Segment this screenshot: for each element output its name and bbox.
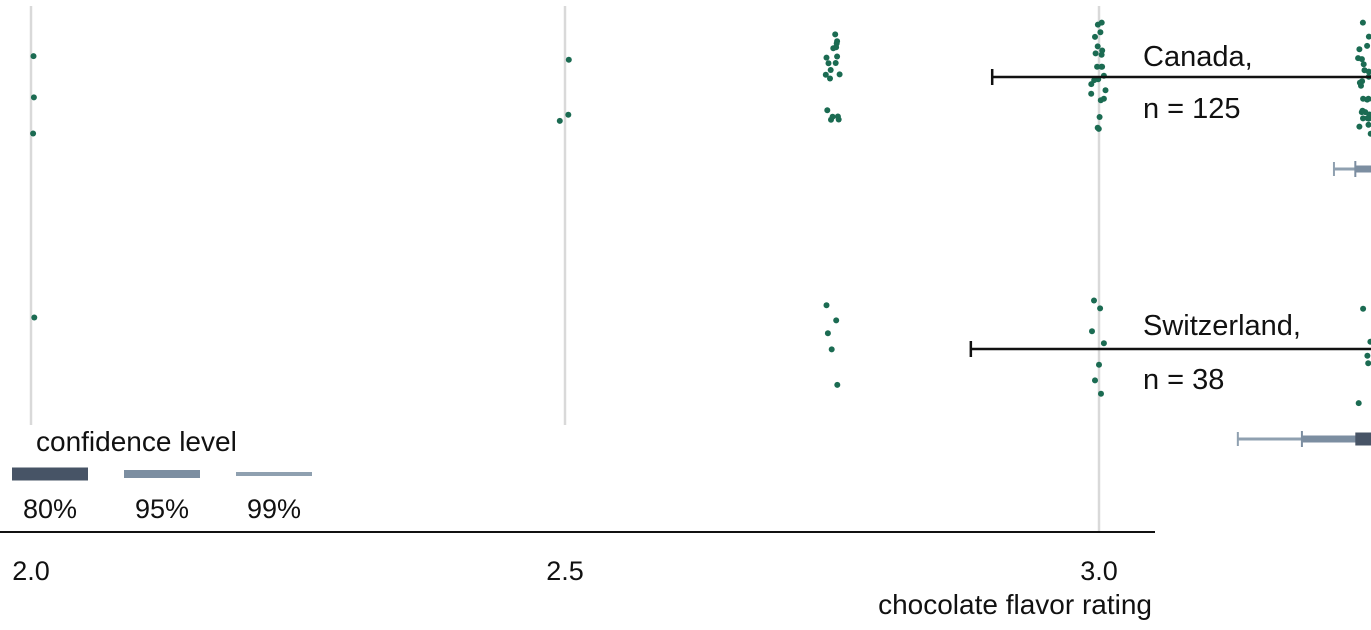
data-point-canada [565,111,572,118]
group-label-canada: Canada, [1143,41,1253,73]
data-point-canada [827,75,833,82]
data-point-canada [1367,130,1371,137]
data-point-switzerland [1367,338,1371,345]
data-point-canada [1092,33,1098,40]
data-point-canada [1356,46,1363,53]
legend-label-95: 95% [135,494,189,524]
data-point-canada [1096,114,1103,120]
data-point-canada [1364,115,1371,122]
data-point-canada [833,44,840,51]
data-point-switzerland [834,381,841,388]
data-point-canada [1360,95,1367,102]
data-point-switzerland [823,302,830,309]
data-point-switzerland [1360,305,1367,312]
data-point-switzerland [1091,297,1097,304]
data-point-canada [823,54,830,61]
data-point-canada [1098,19,1105,26]
group-n-canada: n = 125 [1143,93,1241,125]
data-point-canada [1360,61,1367,68]
data-point-switzerland [833,317,840,324]
legend: confidence level 80% 95% 99% [12,426,312,524]
data-point-canada [30,53,37,60]
data-point-canada [1358,109,1365,116]
data-point-canada [556,117,563,124]
data-point-canada [30,130,37,137]
data-point-switzerland [1096,361,1102,368]
data-point-canada [822,71,829,78]
data-point-canada [1358,56,1365,63]
data-point-canada [825,60,832,67]
data-point-canada [565,56,572,63]
data-point-canada [1364,42,1371,49]
data-point-canada [1360,115,1366,122]
data-point-canada [1356,79,1363,86]
data-point-canada [1098,51,1105,58]
data-point-canada [1359,19,1366,26]
grid-layer [29,6,1101,532]
data-point-canada [1102,87,1109,94]
data-point-switzerland [1098,390,1104,397]
data-point-canada [1094,43,1101,50]
data-point-canada [834,38,841,45]
data-point-canada [834,53,841,60]
legend-label-80: 80% [23,494,77,524]
x-axis: chocolate flavor rating 2.02.53.03.54.0 [0,531,1155,620]
data-point-canada [1365,121,1371,128]
legend-label-99: 99% [247,494,301,524]
points-layer [30,19,1371,407]
bars-layer [969,69,1371,447]
data-point-canada [1365,68,1371,75]
x-axis-title: chocolate flavor rating [878,589,1152,620]
legend-title: confidence level [36,426,237,457]
data-point-canada [1098,63,1105,70]
data-point-canada [1091,77,1098,84]
data-point-canada [832,60,839,66]
data-point-switzerland [31,314,38,321]
data-point-switzerland [1365,360,1371,367]
x-tick-label-2.5: 2.5 [546,556,584,586]
data-point-canada [1088,90,1095,97]
data-point-canada [1365,95,1371,102]
group-label-switzerland: Switzerland, [1143,310,1301,342]
data-point-canada [824,107,831,114]
group-labels: Canada, n = 125 Switzerland, n = 38 [1143,41,1301,396]
data-point-canada [829,113,836,120]
data-point-canada [835,116,842,123]
data-point-switzerland [1100,340,1107,347]
data-point-switzerland [1089,328,1095,335]
data-point-canada [1095,125,1102,132]
data-point-canada [832,31,839,38]
data-point-canada [1092,50,1099,57]
data-point-canada [1365,33,1371,40]
x-tick-label-3.0: 3.0 [1080,556,1118,586]
data-point-switzerland [1364,352,1371,359]
data-point-switzerland [1355,400,1362,407]
data-point-switzerland [1097,305,1104,312]
data-point-switzerland [824,330,831,337]
x-tick-label-2.0: 2.0 [12,556,50,586]
data-point-canada [836,71,843,78]
data-point-canada [1094,63,1101,70]
data-point-canada [1356,123,1363,130]
data-point-switzerland [1092,377,1098,384]
data-point-canada [1097,29,1104,36]
data-point-canada [30,94,37,101]
data-point-canada [1100,95,1107,102]
group-n-switzerland: n = 38 [1143,364,1224,396]
data-point-canada [827,67,834,73]
data-point-switzerland [828,346,835,353]
